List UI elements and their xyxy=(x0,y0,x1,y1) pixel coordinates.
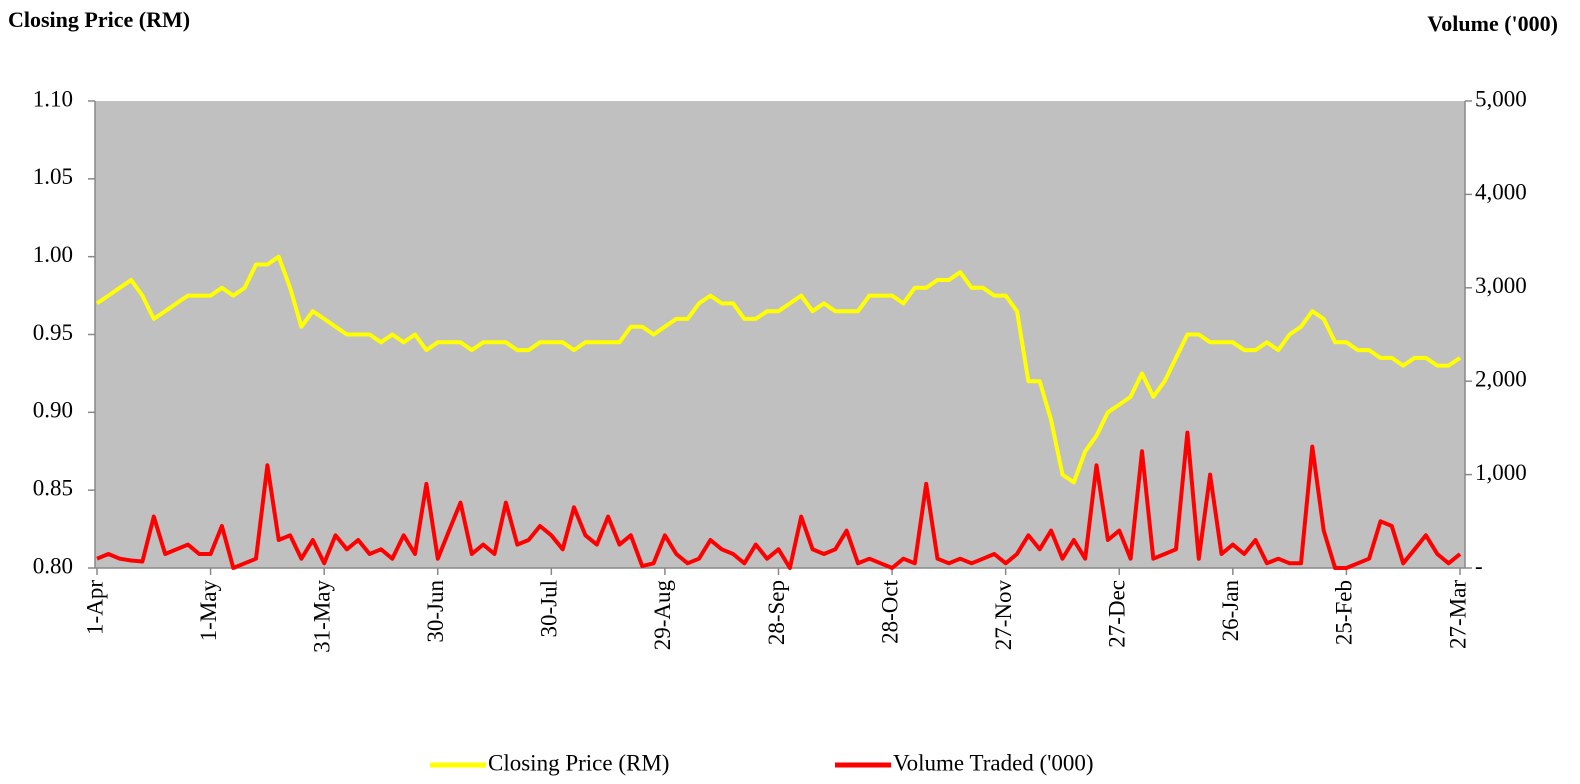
y2-tick-label: 1,000 xyxy=(1475,460,1527,485)
y-tick-label: 1.05 xyxy=(33,164,73,189)
y-tick-label: 1.00 xyxy=(33,242,73,267)
x-tick-label: 27-Dec xyxy=(1105,580,1130,648)
y2-tick-label: - xyxy=(1475,553,1483,578)
y2-axis-title: Volume ('000) xyxy=(1427,11,1558,36)
legend-label: Volume Traded ('000) xyxy=(893,750,1094,775)
x-tick-label: 28-Oct xyxy=(877,579,902,643)
x-tick-label: 31-May xyxy=(309,580,334,653)
x-tick-label: 26-Jan xyxy=(1218,580,1243,642)
y2-tick-label: 4,000 xyxy=(1475,180,1527,205)
x-tick-label: 30-Jun xyxy=(423,580,448,643)
legend-label: Closing Price (RM) xyxy=(488,750,669,775)
y-tick-label: 0.95 xyxy=(33,320,73,345)
x-tick-label: 27-Mar xyxy=(1445,580,1470,649)
x-tick-label: 28-Sep xyxy=(764,580,789,645)
x-tick-label: 27-Nov xyxy=(991,580,1016,651)
y2-tick-label: 2,000 xyxy=(1475,366,1527,391)
x-tick-label: 1-Apr xyxy=(82,580,107,635)
y-tick-label: 0.80 xyxy=(33,553,73,578)
y2-tick-label: 5,000 xyxy=(1475,86,1527,111)
x-tick-label: 30-Jul xyxy=(537,580,562,638)
x-tick-label: 29-Aug xyxy=(650,580,675,651)
x-tick-label: 1-May xyxy=(196,580,221,642)
x-tick-label: 25-Feb xyxy=(1332,580,1357,645)
y-tick-label: 0.85 xyxy=(33,475,73,500)
y-tick-label: 0.90 xyxy=(33,398,73,423)
series-line xyxy=(96,430,1462,570)
y-tick-label: 1.10 xyxy=(33,86,73,111)
plot-area xyxy=(95,101,1465,568)
y2-tick-label: 3,000 xyxy=(1475,273,1527,298)
y-axis-title: Closing Price (RM) xyxy=(8,7,190,32)
series-line xyxy=(95,254,1462,485)
